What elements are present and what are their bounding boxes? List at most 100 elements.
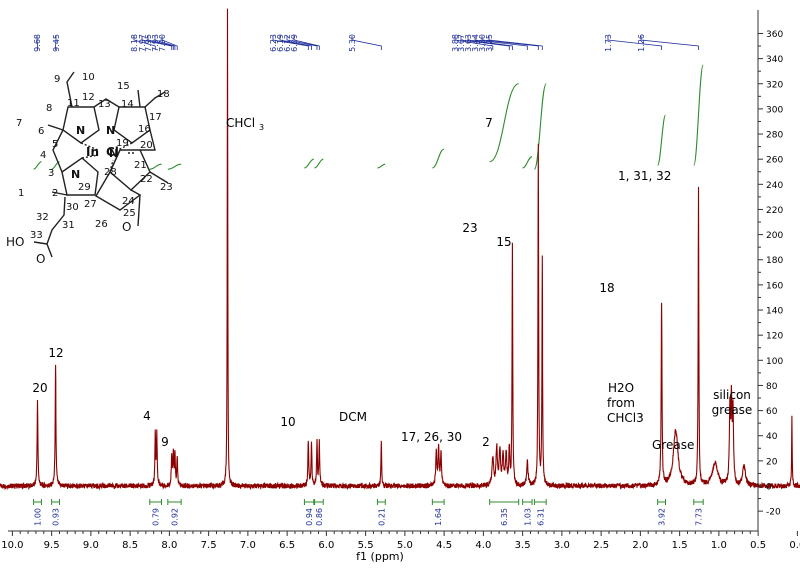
annotation-2: 2 (482, 435, 490, 449)
y-tick-label: -20 (766, 508, 781, 518)
y-tick-label: 320 (766, 80, 783, 90)
annotation-12: 12 (48, 346, 63, 360)
annotation-grease: Grease (652, 438, 694, 452)
atom-20: 20 (140, 140, 153, 151)
x-tick-label: 2.5 (593, 540, 609, 551)
peak-label: 9.68 (33, 34, 42, 52)
atom-28: 28 (104, 167, 117, 178)
integral-value: 1.03 (523, 508, 532, 526)
peak-label: 3.25 (485, 34, 494, 52)
x-tick-label: 6.0 (318, 540, 334, 551)
y-tick-label: 80 (766, 382, 778, 392)
atom-17: 17 (149, 112, 162, 123)
x-tick-label: 2.0 (632, 540, 648, 551)
annotation-from: from (607, 396, 635, 410)
annotation-18: 18 (599, 281, 614, 295)
atom-14: 14 (121, 99, 134, 110)
atom-6: 6 (38, 126, 44, 137)
x-tick-label: 1.5 (672, 540, 688, 551)
atom-33: 33 (30, 230, 43, 241)
atom-7: 7 (16, 118, 22, 129)
y-tick-label: 360 (766, 30, 783, 40)
integral-value: 0.92 (170, 508, 179, 526)
annotation-chcl3-text: CHCl (226, 116, 255, 130)
y-tick-label: 20 (766, 457, 778, 467)
atom-ho: HO (6, 235, 24, 249)
x-tick-label: 0.0 (789, 540, 800, 551)
atom-31: 31 (62, 220, 75, 231)
peak-label: 7.90 (158, 34, 167, 52)
annotation-23: 23 (462, 221, 477, 235)
integral-value: 6.35 (500, 508, 509, 526)
annotation-silicon: silicon (713, 388, 751, 402)
x-tick-label: 9.0 (83, 540, 99, 551)
integral-value: 1.64 (434, 508, 443, 526)
x-tick-label: 8.0 (161, 540, 177, 551)
y-tick-label: 280 (766, 131, 783, 141)
integral-value: 0.21 (377, 508, 386, 526)
annotation-4: 4 (143, 409, 151, 423)
y-tick-label: 160 (766, 281, 783, 291)
atom-16: 16 (138, 124, 151, 135)
subscript: 3 (259, 123, 264, 132)
atom-26: 26 (95, 219, 108, 230)
atom-4: 4 (40, 150, 46, 161)
atom-o-acid: O (36, 252, 45, 266)
atom-30: 30 (66, 202, 79, 213)
integral-value: 0.79 (152, 508, 161, 526)
atom-o-ketone: O (122, 220, 131, 234)
y-tick-label: 180 (766, 256, 783, 266)
x-tick-label: 10.0 (1, 540, 23, 551)
x-tick-label: 6.5 (279, 540, 295, 551)
atom-24: 24 (122, 196, 135, 207)
x-tick-label: 0.5 (750, 540, 766, 551)
annotation-grease-b: grease (712, 403, 753, 417)
atom-25: 25 (123, 208, 136, 219)
atom-3: 3 (48, 168, 54, 179)
x-tick-label: 8.5 (122, 540, 138, 551)
atom-11: 11 (67, 98, 80, 109)
annotation-9: 9 (161, 435, 169, 449)
x-tick-label: 4.0 (475, 540, 491, 551)
annotation-10: 10 (280, 415, 295, 429)
y-tick-label: 140 (766, 307, 783, 317)
y-tick-label: 0 (766, 483, 772, 493)
y-tick-label: 100 (766, 357, 783, 367)
atom-1: 1 (18, 188, 24, 199)
atom-22: 22 (140, 174, 153, 185)
y-tick-label: 200 (766, 231, 783, 241)
atom-23: 23 (160, 182, 173, 193)
y-tick-label: 220 (766, 206, 783, 216)
x-tick-label: 9.5 (44, 540, 60, 551)
annotation-chcl3-b: CHCl3 (607, 411, 644, 425)
atom-8: 8 (46, 103, 52, 114)
integral-value: 7.73 (694, 508, 703, 526)
atom-10: 10 (82, 72, 95, 83)
atom-27: 27 (84, 199, 97, 210)
x-tick-label: 7.5 (201, 540, 217, 551)
atom-in: In (86, 145, 99, 159)
y-tick-label: 120 (766, 332, 783, 342)
x-tick-label: 7.0 (240, 540, 256, 551)
peak-label: 5.30 (348, 34, 357, 52)
atom-5: 5 (52, 139, 58, 150)
y-tick-label: 240 (766, 181, 783, 191)
atom-21: 21 (134, 160, 147, 171)
atom-15: 15 (117, 81, 130, 92)
annotation-dcm: DCM (339, 410, 367, 424)
annotation-chcl3: CHCl 3 (226, 116, 264, 132)
integral-value: 6.31 (536, 508, 545, 526)
atom-n-a: N (76, 124, 85, 137)
peak-label: 9.45 (52, 34, 61, 52)
y-tick-label: 60 (766, 407, 778, 417)
annotation-7: 7 (485, 116, 493, 130)
integral-value: 3.92 (658, 508, 667, 526)
x-axis-title: f1 (ppm) (356, 550, 404, 563)
atom-n-c: N (109, 147, 118, 160)
peak-label: 1.26 (637, 34, 646, 52)
x-tick-label: 3.5 (515, 540, 531, 551)
x-tick-label: 3.0 (554, 540, 570, 551)
annotation-17-26-30: 17, 26, 30 (401, 430, 462, 444)
